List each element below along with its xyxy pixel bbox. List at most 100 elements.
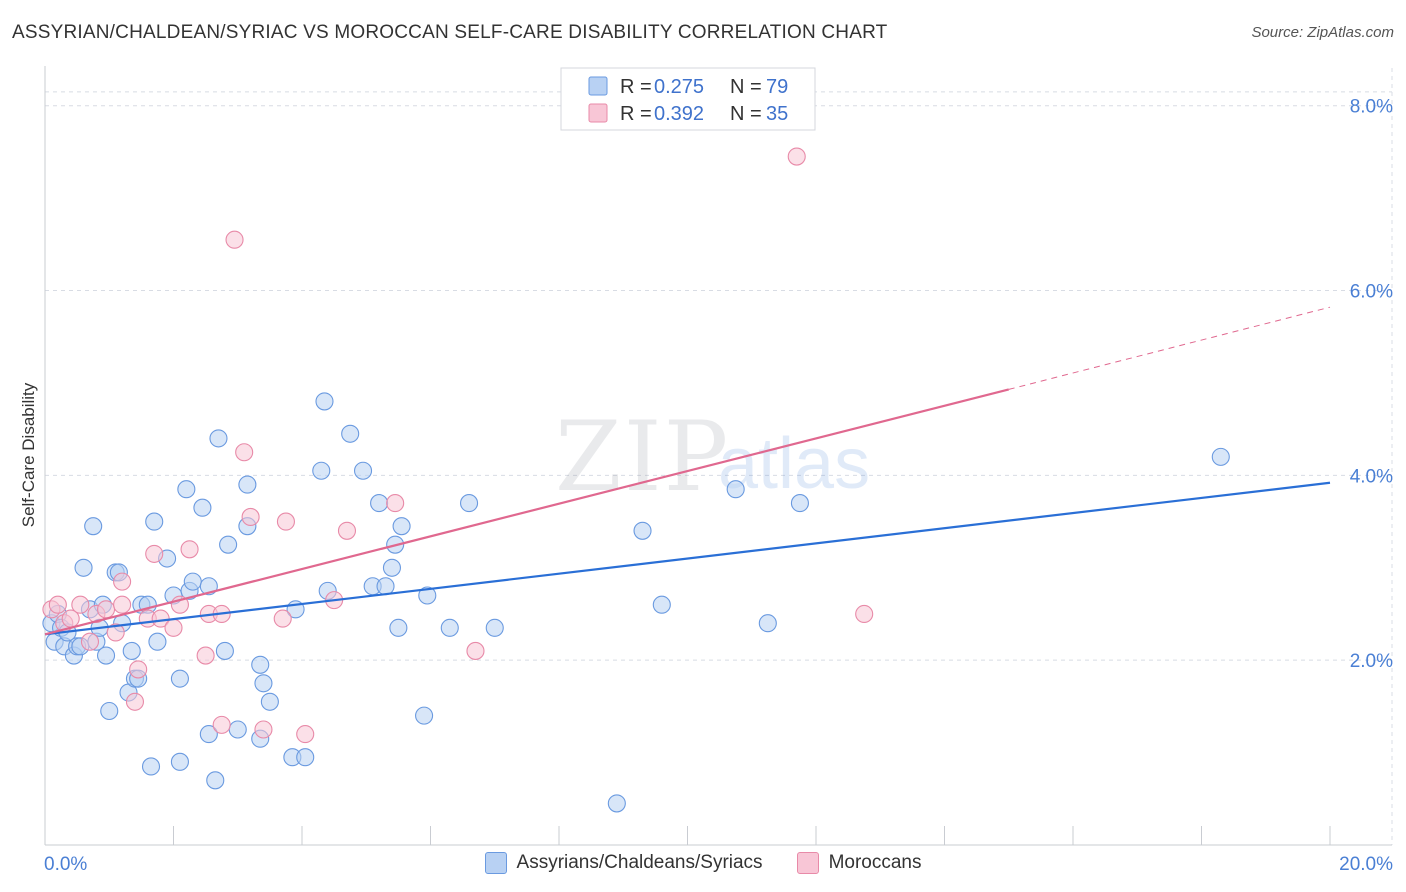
data-point-assyrians — [170, 752, 189, 771]
data-point-assyrians — [74, 558, 93, 577]
legend-swatch-pink — [796, 852, 819, 874]
legend-pink-n-value: 35 — [766, 103, 788, 125]
data-point-assyrians — [485, 618, 504, 637]
data-point-assyrians — [254, 674, 273, 693]
watermark: ZIP atlas — [555, 401, 870, 513]
data-point-assyrians — [170, 669, 189, 688]
data-point-moroccans — [113, 595, 132, 614]
data-point-moroccans — [241, 507, 260, 526]
data-point-assyrians — [376, 577, 395, 596]
data-point-assyrians — [215, 641, 234, 660]
y-tick-label: 2.0% — [1350, 651, 1393, 672]
data-point-moroccans — [254, 720, 273, 739]
x-tick-label: 0.0% — [44, 854, 87, 875]
legend-pink-r-value: 0.392 — [654, 103, 704, 125]
y-tick-labels: 2.0% 4.0% 6.0% 8.0% — [1350, 97, 1393, 672]
data-point-moroccans — [80, 632, 100, 651]
series-legend: Assyrians/Chaldeans/Syriacs Moroccans — [0, 852, 1406, 874]
data-point-assyrians — [315, 392, 334, 411]
axes — [44, 66, 1392, 846]
chart-title: ASSYRIAN/CHALDEAN/SYRIAC VS MOROCCAN SEL… — [12, 22, 888, 43]
legend-label-moroccans: Moroccans — [828, 852, 922, 873]
data-point-assyrians — [96, 646, 116, 665]
data-point-assyrians — [1211, 447, 1230, 466]
data-point-assyrians — [633, 521, 652, 540]
data-point-assyrians — [193, 498, 212, 517]
data-point-moroccans — [48, 595, 67, 614]
y-tick-label: 4.0% — [1350, 466, 1393, 487]
data-point-moroccans — [96, 600, 116, 619]
data-point-assyrians — [100, 701, 119, 721]
data-point-moroccans — [164, 618, 183, 637]
grid-lines — [45, 68, 1393, 845]
data-point-assyrians — [382, 558, 402, 577]
data-point-moroccans — [386, 494, 405, 513]
data-point-assyrians — [209, 429, 228, 448]
data-point-assyrians — [238, 475, 257, 494]
data-point-assyrians — [353, 461, 373, 480]
data-point-assyrians — [122, 641, 141, 660]
legend-swatch-blue — [484, 852, 507, 874]
data-point-assyrians — [459, 494, 479, 513]
data-point-assyrians — [183, 572, 202, 591]
data-point-moroccans — [106, 623, 125, 642]
data-point-moroccans — [276, 512, 295, 531]
data-point-moroccans — [466, 641, 485, 660]
data-point-assyrians — [607, 794, 626, 813]
data-point-moroccans — [71, 595, 90, 614]
data-point-assyrians — [418, 586, 437, 605]
legend-pink-r-label: R = — [620, 103, 652, 125]
data-point-moroccans — [235, 443, 254, 462]
legend-blue-swatch — [588, 76, 608, 96]
data-point-assyrians — [228, 720, 247, 739]
legend-pink-swatch — [588, 103, 608, 123]
data-point-moroccans — [225, 230, 244, 249]
data-point-moroccans — [125, 692, 144, 711]
source-credit: Source: ZipAtlas.com — [1251, 24, 1394, 41]
data-point-moroccans — [129, 660, 148, 679]
legend-label-assyrians: Assyrians/Chaldeans/Syriacs — [516, 852, 763, 873]
data-point-assyrians — [758, 614, 777, 633]
data-point-assyrians — [199, 725, 218, 744]
series-moroccans-points — [42, 147, 874, 744]
data-point-assyrians — [84, 517, 103, 536]
legend-item-moroccans: Moroccans — [796, 852, 922, 874]
data-point-assyrians — [415, 706, 434, 725]
data-point-assyrians — [652, 595, 671, 614]
data-point-assyrians — [389, 618, 408, 637]
data-point-moroccans — [296, 725, 315, 744]
data-point-assyrians — [440, 618, 459, 637]
trend-lines — [44, 306, 1331, 636]
data-point-moroccans — [180, 540, 199, 559]
data-point-assyrians — [370, 494, 389, 513]
x-tick-labels: 0.0% 20.0% — [44, 854, 1393, 875]
trend-line-assyrians — [44, 481, 1331, 636]
legend-blue-n-label: N = — [730, 76, 762, 98]
data-point-assyrians — [341, 424, 360, 443]
data-point-moroccans — [273, 609, 292, 628]
data-point-assyrians — [296, 748, 315, 767]
data-point-assyrians — [148, 632, 167, 651]
data-point-assyrians — [141, 757, 161, 776]
data-point-assyrians — [392, 517, 411, 536]
trend-line-moroccans — [44, 388, 1010, 636]
data-point-assyrians — [206, 771, 225, 790]
data-point-assyrians — [251, 655, 270, 674]
data-point-assyrians — [312, 461, 331, 480]
data-point-assyrians — [260, 692, 279, 711]
correlation-legend: R = 0.275 N = 79 R = 0.392 N = 35 — [560, 67, 816, 131]
data-point-assyrians — [790, 494, 809, 513]
legend-item-assyrians: Assyrians/Chaldeans/Syriacs — [484, 852, 763, 874]
legend-blue-r-label: R = — [620, 76, 652, 98]
x-tick-label: 20.0% — [1339, 854, 1393, 875]
data-point-moroccans — [196, 646, 215, 665]
data-point-moroccans — [212, 715, 231, 734]
data-point-moroccans — [113, 572, 132, 591]
data-point-assyrians — [177, 480, 196, 499]
y-axis-label: Self-Care Disability — [19, 382, 38, 527]
data-point-moroccans — [855, 604, 874, 624]
y-tick-label: 6.0% — [1350, 282, 1393, 303]
data-point-moroccans — [145, 544, 164, 563]
data-point-moroccans — [787, 147, 806, 166]
